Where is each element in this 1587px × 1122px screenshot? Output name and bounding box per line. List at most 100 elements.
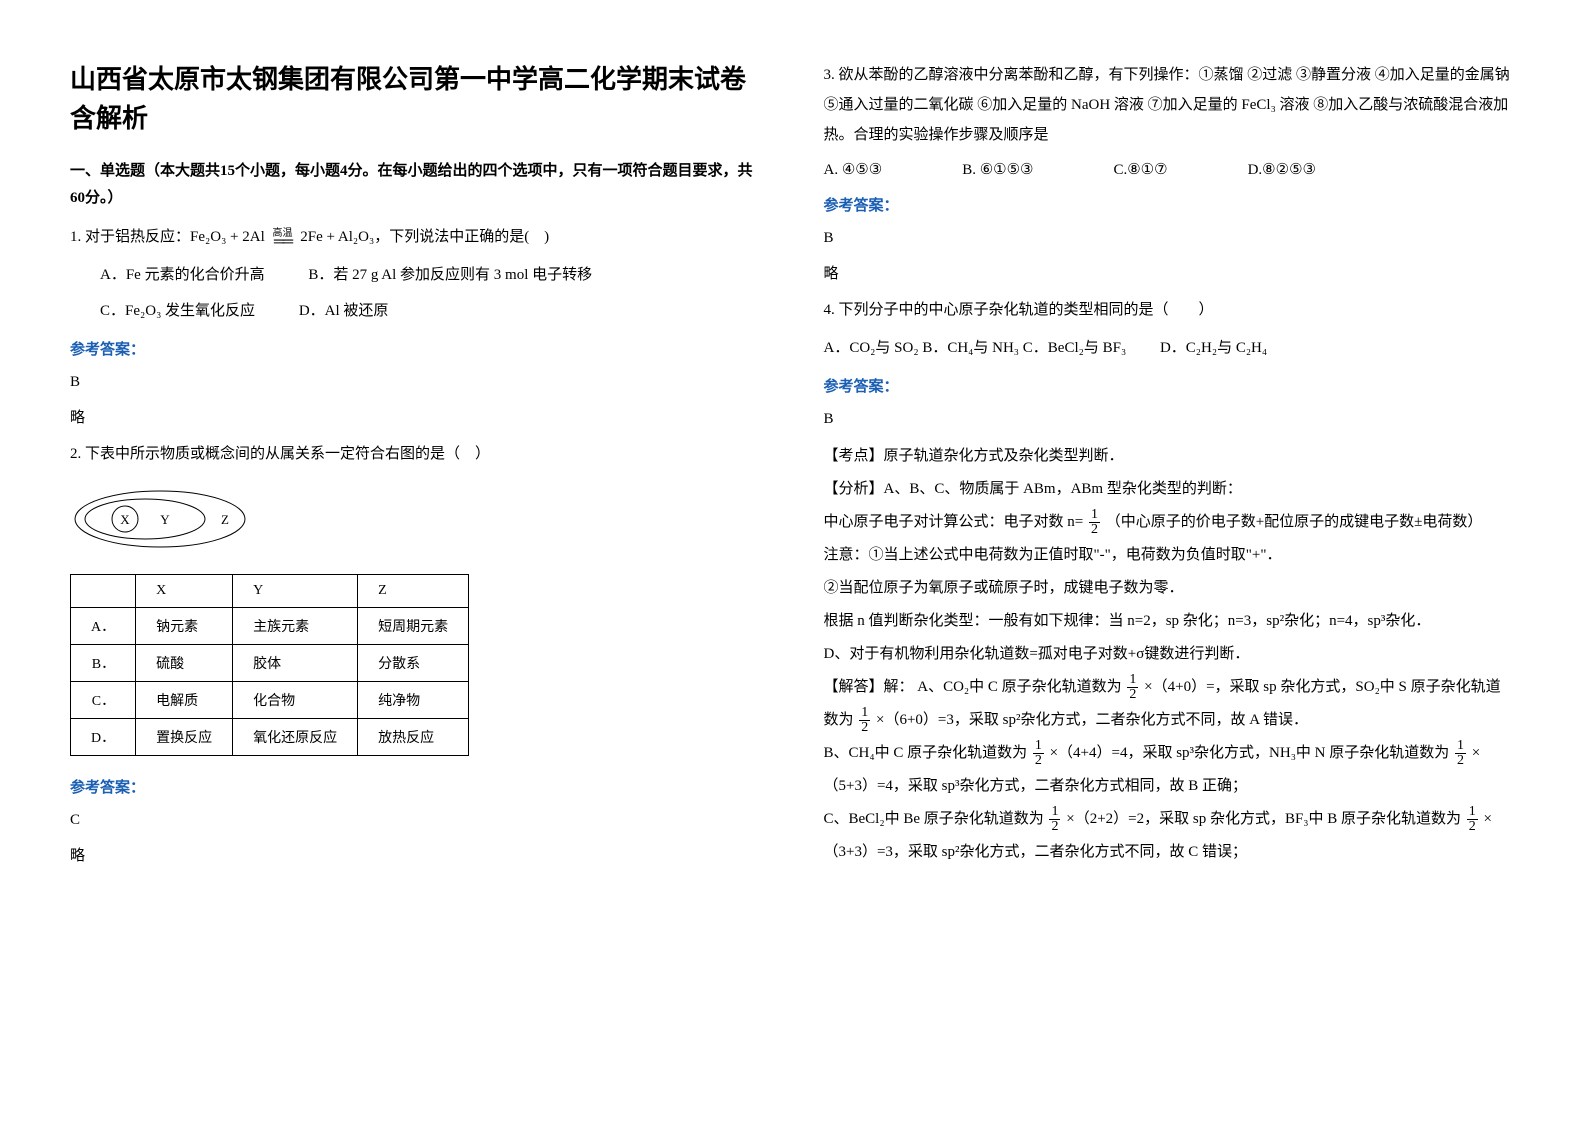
solveA-b: ×（4+0）=，采取 sp 杂化方式，SO₂中 S 原子杂化轨道: [1144, 679, 1500, 695]
frac-num: 1: [1089, 508, 1100, 523]
table-row: D． 置换反应 氧化还原反应 放热反应: [71, 719, 469, 756]
q4-options: A．CO₂与 SO₂ B．CH₄与 NH₃ C．BeCl₂与 BF₃ D．C₂H…: [824, 333, 1518, 363]
table-row: C． 电解质 化合物 纯净物: [71, 682, 469, 719]
q1-answer-label: 参考答案：: [70, 338, 764, 359]
q1-stem: 1. 对于铝热反应：Fe₂O₃ + 2Al 高温 ══ 2Fe + Al₂O₃，…: [70, 222, 764, 252]
venn-svg: X Y Z: [70, 484, 250, 554]
q3-note: 略: [824, 259, 1518, 289]
q4-answer-label: 参考答案：: [824, 375, 1518, 396]
frac-num: 1: [1033, 739, 1044, 754]
cell: C．: [71, 682, 136, 719]
left-column: 山西省太原市太钢集团有限公司第一中学高二化学期末试卷 含解析 一、单选题（本大题…: [40, 60, 794, 1062]
q2-table: X Y Z A． 钠元素 主族元素 短周期元素 B． 硫酸 胶体 分散系 C． …: [70, 574, 469, 756]
explain1-b: （中心原子的价电子数+配位原子的成键电子数±电荷数）: [1106, 514, 1483, 530]
fraction-icon: 1 2: [1467, 805, 1478, 834]
frac-num: 1: [1127, 673, 1138, 688]
frac-den: 2: [1127, 688, 1138, 702]
q4-solve-a: 【解答】解： A、CO₂中 C 原子杂化轨道数为 1 2 ×（4+0）=，采取 …: [824, 671, 1518, 704]
fraction-icon: 1 2: [1127, 673, 1138, 702]
solveC-c: ×: [1484, 811, 1492, 827]
table-row: B． 硫酸 胶体 分散系: [71, 645, 469, 682]
q4-solve-b: B、CH₄中 C 原子杂化轨道数为 1 2 ×（4+4）=4，采取 sp³杂化方…: [824, 737, 1518, 770]
th-z: Z: [358, 575, 469, 608]
q4-opt-d: D．C₂H₂与 C₂H₄: [1160, 340, 1267, 356]
solveC-a: C、BeCl₂中 Be 原子杂化轨道数为: [824, 811, 1044, 827]
q1-opt-b: B．若 27 g Al 参加反应则有 3 mol 电子转移: [308, 260, 592, 290]
q4-opt-a: A．CO₂与 SO₂: [824, 340, 919, 356]
fraction-icon: 1 2: [859, 706, 870, 735]
eq-sign: ══: [273, 239, 293, 247]
q4-solve-c: C、BeCl₂中 Be 原子杂化轨道数为 1 2 ×（2+2）=2，采取 sp …: [824, 803, 1518, 836]
q2-answer: C: [70, 805, 764, 835]
q4-solve-c2: （3+3）=3，采取 sp²杂化方式，二者杂化方式不同，故 C 错误；: [824, 836, 1518, 869]
cell: 化合物: [233, 682, 358, 719]
q2-note: 略: [70, 841, 764, 871]
q4-kaodian: 【考点】原子轨道杂化方式及杂化类型判断．: [824, 440, 1518, 473]
cell: 短周期元素: [358, 608, 469, 645]
q1-answer: B: [70, 367, 764, 397]
frac-den: 2: [1455, 754, 1466, 768]
frac-num: 1: [1467, 805, 1478, 820]
title-line-2: 含解析: [70, 99, 764, 138]
cell: B．: [71, 645, 136, 682]
th-y: Y: [233, 575, 358, 608]
title-line-1: 山西省太原市太钢集团有限公司第一中学高二化学期末试卷: [70, 60, 764, 99]
q2-stem: 2. 下表中所示物质或概念间的从属关系一定符合右图的是（ ）: [70, 439, 764, 469]
q4-note1: 注意：①当上述公式中电荷数为正值时取"-"，电荷数为负值时取"+"．: [824, 539, 1518, 572]
explain1-a: 中心原子电子对计算公式：电子对数 n=: [824, 514, 1084, 530]
solveA-c: 数为: [824, 712, 854, 728]
cell: 硫酸: [136, 645, 233, 682]
q1-options-row1: A．Fe 元素的化合价升高 B．若 27 g Al 参加反应则有 3 mol 电…: [70, 260, 764, 290]
cell: 纯净物: [358, 682, 469, 719]
q1-note: 略: [70, 403, 764, 433]
fraction-icon: 1 2: [1089, 508, 1100, 537]
fraction-icon: 1 2: [1033, 739, 1044, 768]
cell: 放热反应: [358, 719, 469, 756]
venn-x: X: [120, 512, 130, 527]
solveB-b: ×（4+4）=4，采取 sp³杂化方式，NH₃中 N 原子杂化轨道数为: [1050, 745, 1450, 761]
q4-rule: 根据 n 值判断杂化类型：一般有如下规律：当 n=2，sp 杂化；n=3，sp²…: [824, 605, 1518, 638]
q1-opt-d: D．Al 被还原: [299, 296, 389, 326]
q4-solve-b2: （5+3）=4，采取 sp³杂化方式，二者杂化方式相同，故 B 正确；: [824, 770, 1518, 803]
frac-num: 1: [1049, 805, 1060, 820]
reaction-condition: 高温 ══: [273, 229, 293, 247]
q4-explain1: 中心原子电子对计算公式：电子对数 n= 1 2 （中心原子的价电子数+配位原子的…: [824, 506, 1518, 539]
q1-stem-a: 1. 对于铝热反应：Fe₂O₃ + 2Al: [70, 229, 265, 245]
q4-note2: ②当配位原子为氧原子或硫原子时，成键电子数为零．: [824, 572, 1518, 605]
q3-opt-a: A. ④⑤③: [824, 160, 883, 179]
solveC-b: ×（2+2）=2，采取 sp 杂化方式，BF₃中 B 原子杂化轨道数为: [1066, 811, 1461, 827]
q1-opt-c: C．Fe₂O₃ 发生氧化反应: [100, 296, 255, 326]
solveA-a: A、CO₂中 C 原子杂化轨道数为: [917, 679, 1121, 695]
cell: 氧化还原反应: [233, 719, 358, 756]
q3-answer: B: [824, 223, 1518, 253]
venn-z: Z: [221, 512, 229, 527]
frac-num: 1: [859, 706, 870, 721]
exam-title: 山西省太原市太钢集团有限公司第一中学高二化学期末试卷 含解析: [70, 60, 764, 138]
q2-table-wrap: X Y Z A． 钠元素 主族元素 短周期元素 B． 硫酸 胶体 分散系 C． …: [70, 574, 764, 756]
q4-answer: B: [824, 404, 1518, 434]
cell: 分散系: [358, 645, 469, 682]
cell: 主族元素: [233, 608, 358, 645]
venn-y: Y: [160, 512, 170, 527]
q1-options-row2: C．Fe₂O₃ 发生氧化反应 D．Al 被还原: [70, 296, 764, 326]
cell: A．: [71, 608, 136, 645]
q3-options: A. ④⑤③ B. ⑥①⑤③ C.⑧①⑦ D.⑧②⑤③: [824, 160, 1518, 179]
cell: 电解质: [136, 682, 233, 719]
right-column: 3. 欲从苯酚的乙醇溶液中分离苯酚和乙醇，有下列操作：①蒸馏 ②过滤 ③静置分液…: [794, 60, 1548, 1062]
q4-stem: 4. 下列分子中的中心原子杂化轨道的类型相同的是（ ）: [824, 295, 1518, 325]
table-header-row: X Y Z: [71, 575, 469, 608]
frac-num: 1: [1455, 739, 1466, 754]
q4-opt-b: B．CH₄与 NH₃: [922, 340, 1019, 356]
solveA-d: ×（6+0）=3，采取 sp²杂化方式，二者杂化方式不同，故 A 错误．: [876, 712, 1308, 728]
q2-answer-label: 参考答案：: [70, 776, 764, 797]
venn-diagram: X Y Z: [70, 484, 764, 559]
cell: 钠元素: [136, 608, 233, 645]
cell: D．: [71, 719, 136, 756]
q4-fenxi: 【分析】A、B、C、物质属于 ABm，ABm 型杂化类型的判断：: [824, 473, 1518, 506]
fraction-icon: 1 2: [1455, 739, 1466, 768]
table-row: A． 钠元素 主族元素 短周期元素: [71, 608, 469, 645]
section-heading: 一、单选题（本大题共15个小题，每小题4分。在每小题给出的四个选项中，只有一项符…: [70, 158, 764, 212]
q4-opt-c: C．BeCl₂与 BF₃: [1023, 340, 1126, 356]
q4-solve-a2: 数为 1 2 ×（6+0）=3，采取 sp²杂化方式，二者杂化方式不同，故 A …: [824, 704, 1518, 737]
th-x: X: [136, 575, 233, 608]
